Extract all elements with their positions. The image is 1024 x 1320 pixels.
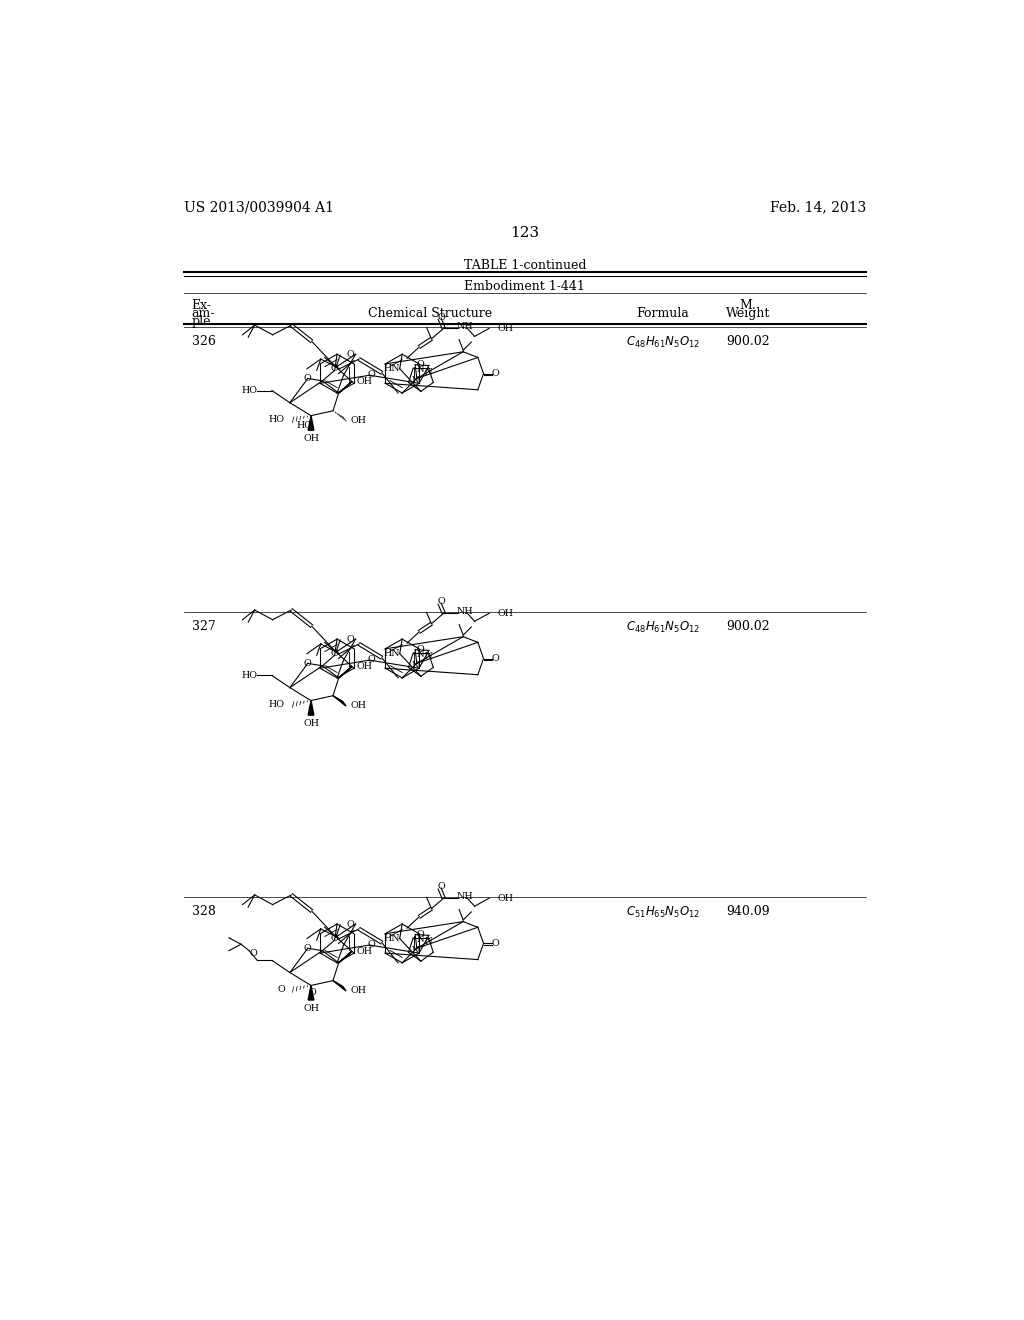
Text: O: O bbox=[346, 920, 353, 928]
Text: 900.02: 900.02 bbox=[726, 619, 770, 632]
Text: N: N bbox=[417, 366, 424, 374]
Text: OH: OH bbox=[303, 434, 319, 442]
Text: O: O bbox=[304, 659, 311, 668]
Text: OH: OH bbox=[351, 416, 367, 425]
Text: Weight: Weight bbox=[726, 308, 770, 319]
Text: N: N bbox=[412, 661, 420, 671]
Text: O: O bbox=[492, 939, 499, 948]
Text: O: O bbox=[250, 949, 257, 958]
Text: 900.02: 900.02 bbox=[726, 335, 770, 347]
Polygon shape bbox=[333, 696, 346, 706]
Text: O: O bbox=[278, 985, 285, 994]
Text: N: N bbox=[412, 376, 420, 385]
Text: HO: HO bbox=[297, 421, 312, 430]
Text: O: O bbox=[368, 655, 375, 664]
Text: HO: HO bbox=[242, 671, 257, 680]
Text: O: O bbox=[492, 653, 499, 663]
Text: am-: am- bbox=[191, 308, 215, 319]
Text: US 2013/0039904 A1: US 2013/0039904 A1 bbox=[183, 201, 334, 215]
Text: OH: OH bbox=[356, 663, 373, 671]
Text: N: N bbox=[417, 935, 424, 944]
Text: OH: OH bbox=[356, 946, 373, 956]
Text: OH: OH bbox=[498, 323, 513, 333]
Polygon shape bbox=[339, 381, 352, 393]
Text: OH: OH bbox=[498, 894, 513, 903]
Text: O: O bbox=[492, 370, 499, 378]
Text: TABLE 1-continued: TABLE 1-continued bbox=[464, 259, 586, 272]
Text: 327: 327 bbox=[191, 619, 215, 632]
Text: NH: NH bbox=[457, 607, 473, 616]
Text: 326: 326 bbox=[191, 335, 215, 347]
Text: O: O bbox=[416, 931, 424, 939]
Text: $C_{48}H_{61}N_5O_{12}$: $C_{48}H_{61}N_5O_{12}$ bbox=[626, 335, 699, 350]
Text: NH: NH bbox=[457, 322, 473, 331]
Polygon shape bbox=[308, 416, 314, 430]
Text: OH: OH bbox=[303, 718, 319, 727]
Polygon shape bbox=[339, 950, 352, 962]
Text: OH: OH bbox=[351, 986, 367, 995]
Text: HN: HN bbox=[383, 649, 399, 659]
Text: NH: NH bbox=[457, 892, 473, 902]
Text: Ex-: Ex- bbox=[191, 298, 212, 312]
Text: M.: M. bbox=[739, 298, 757, 312]
Text: Chemical Structure: Chemical Structure bbox=[369, 308, 493, 319]
Text: Feb. 14, 2013: Feb. 14, 2013 bbox=[770, 201, 866, 215]
Text: N: N bbox=[425, 652, 432, 661]
Text: O: O bbox=[437, 313, 445, 322]
Polygon shape bbox=[308, 986, 314, 1001]
Text: N: N bbox=[425, 367, 432, 376]
Text: HO: HO bbox=[269, 700, 285, 709]
Text: OH: OH bbox=[356, 378, 373, 387]
Text: N: N bbox=[425, 937, 432, 946]
Text: O: O bbox=[331, 649, 339, 659]
Text: O: O bbox=[346, 635, 353, 644]
Text: O: O bbox=[309, 989, 316, 997]
Text: 123: 123 bbox=[510, 226, 540, 240]
Text: 940.09: 940.09 bbox=[726, 904, 770, 917]
Text: OH: OH bbox=[498, 609, 513, 618]
Text: O: O bbox=[331, 364, 339, 374]
Text: O: O bbox=[416, 645, 424, 655]
Text: Formula: Formula bbox=[636, 308, 689, 319]
Text: HO: HO bbox=[242, 385, 257, 395]
Text: O: O bbox=[416, 360, 424, 370]
Text: O: O bbox=[437, 882, 445, 891]
Text: O: O bbox=[304, 374, 311, 383]
Text: ple: ple bbox=[191, 315, 211, 329]
Text: N: N bbox=[412, 946, 420, 956]
Text: HN: HN bbox=[383, 935, 399, 942]
Text: HO: HO bbox=[269, 416, 285, 424]
Text: O: O bbox=[331, 935, 339, 942]
Polygon shape bbox=[308, 701, 314, 715]
Text: O: O bbox=[437, 598, 445, 606]
Polygon shape bbox=[339, 667, 352, 678]
Text: Embodiment 1-441: Embodiment 1-441 bbox=[464, 280, 586, 293]
Text: OH: OH bbox=[303, 1003, 319, 1012]
Text: 328: 328 bbox=[191, 904, 215, 917]
Text: O: O bbox=[368, 940, 375, 949]
Text: O: O bbox=[304, 944, 311, 953]
Text: OH: OH bbox=[351, 701, 367, 710]
Text: $C_{48}H_{61}N_5O_{12}$: $C_{48}H_{61}N_5O_{12}$ bbox=[626, 619, 699, 635]
Text: N: N bbox=[417, 649, 424, 659]
Text: HN: HN bbox=[383, 364, 399, 374]
Polygon shape bbox=[333, 981, 346, 991]
Text: O: O bbox=[368, 370, 375, 379]
Text: $C_{51}H_{65}N_5O_{12}$: $C_{51}H_{65}N_5O_{12}$ bbox=[626, 904, 699, 920]
Text: O: O bbox=[346, 350, 353, 359]
